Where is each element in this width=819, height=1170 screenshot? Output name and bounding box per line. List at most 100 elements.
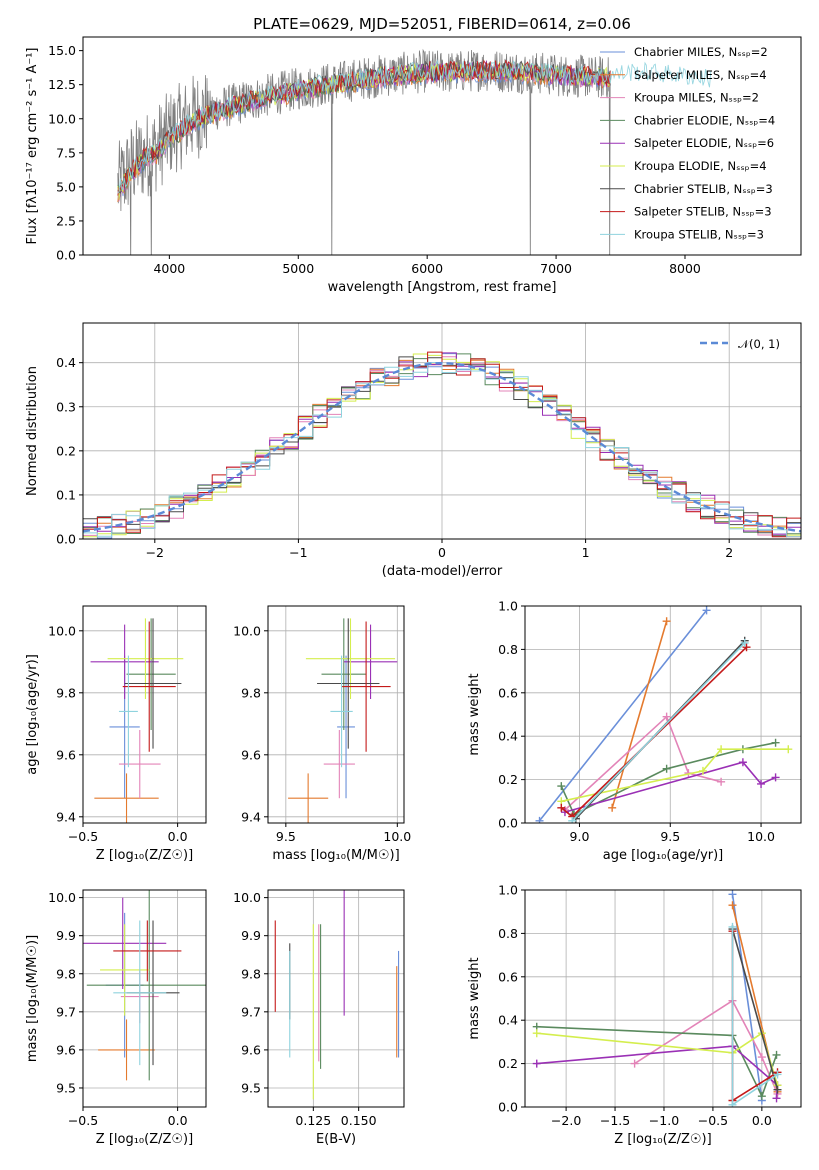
weight-marker-8 <box>728 1100 737 1107</box>
x-tick-label: 7000 <box>540 261 572 276</box>
x-tick-label: 0.0 <box>168 1113 188 1128</box>
model-line-7 <box>117 59 611 196</box>
histogram-step-8 <box>83 362 801 538</box>
x-tick-label: 0 <box>438 545 446 560</box>
y-tick-label: 15.0 <box>48 43 76 58</box>
y-tick-label: 0.2 <box>498 772 518 787</box>
weight-line-7 <box>731 931 778 1102</box>
y-tick-label: 2.5 <box>56 213 76 228</box>
y-tick-label: 9.8 <box>241 966 261 981</box>
y-tick-label: 5.0 <box>56 179 76 194</box>
x-tick-label: 9.5 <box>276 829 296 844</box>
x-tick-label: −0.5 <box>68 1113 98 1128</box>
weight-marker-5 <box>532 1029 541 1038</box>
y-tick-label: 9.6 <box>56 1042 76 1057</box>
y-axis-label: Normed distribution <box>25 366 40 496</box>
histogram-step-7 <box>83 351 801 539</box>
legend-entry: 𝒩(0, 1) <box>738 337 780 351</box>
x-axis-label: mass [log₁₀(M/M☉)] <box>272 848 399 863</box>
y-tick-label: 10.0 <box>233 623 261 638</box>
y-tick-label: 0.0 <box>56 248 76 263</box>
legend-entry: Salpeter STELIB, Nₛₛₚ=3 <box>634 205 772 219</box>
y-tick-label: 10.0 <box>233 890 261 905</box>
x-tick-label: 0.150 <box>341 1113 377 1128</box>
x-tick-label: 0.125 <box>295 1113 331 1128</box>
x-tick-label: −0.5 <box>698 1113 728 1128</box>
x-tick-label: −1.5 <box>600 1113 630 1128</box>
plot-area <box>83 351 801 539</box>
weight-line-2 <box>564 715 722 811</box>
y-tick-label: 1.0 <box>498 599 518 614</box>
plot-area <box>288 618 398 823</box>
y-tick-label: 1.0 <box>498 883 518 898</box>
x-tick-label: −0.5 <box>68 829 98 844</box>
y-tick-label: 9.6 <box>241 1042 261 1057</box>
axes-frame <box>524 605 802 824</box>
y-tick-label: 9.5 <box>241 1080 261 1095</box>
y-axis-label: mass weight <box>467 673 482 755</box>
legend: Chabrier MILES, Nₛₛₚ=2 Salpeter MILES, Nₛ… <box>600 45 775 241</box>
weight-line-4 <box>536 1045 779 1099</box>
weight-marker-8 <box>728 922 737 931</box>
x-axis-label: (data-model)/error <box>382 564 503 579</box>
x-axis-label: age [log₁₀(age/yr)] <box>603 848 724 863</box>
y-tick-label: 0.4 <box>56 355 76 370</box>
weight-marker-4 <box>738 758 747 767</box>
legend-entry: Chabrier STELIB, Nₛₛₚ=3 <box>634 182 773 196</box>
y-tick-label: 0.4 <box>498 729 518 744</box>
axes-frame <box>82 36 802 256</box>
y-tick-label: 0.2 <box>56 443 76 458</box>
axes-frame <box>82 322 802 540</box>
plot-area <box>274 890 400 1100</box>
y-tick-label: 10.0 <box>48 111 76 126</box>
y-tick-label: 0.6 <box>498 969 518 984</box>
y-tick-label: 9.4 <box>241 809 261 824</box>
y-tick-label: 9.4 <box>56 809 76 824</box>
y-tick-label: 9.7 <box>241 1004 261 1019</box>
y-axis-label: Flux [fλ10⁻¹⁷ erg cm⁻² s⁻¹ A⁻¹] <box>25 48 40 245</box>
y-tick-label: 0.1 <box>56 487 76 502</box>
weight-marker-7 <box>557 803 566 812</box>
axes-frame <box>82 889 207 1108</box>
weight-marker-8 <box>568 816 577 823</box>
x-tick-label: 2 <box>725 545 733 560</box>
weight-marker-1 <box>662 617 671 626</box>
y-tick-label: 0.8 <box>498 926 518 941</box>
y-tick-label: 9.6 <box>56 747 76 762</box>
weight-marker-8 <box>740 638 749 647</box>
x-tick-label: 1 <box>582 545 590 560</box>
weight-marker-3 <box>662 764 671 773</box>
y-tick-label: 0.0 <box>56 532 76 547</box>
y-tick-label: 0.8 <box>498 642 518 657</box>
weight-line-8 <box>571 642 746 822</box>
weight-marker-4 <box>757 779 766 788</box>
weight-marker-2 <box>662 712 671 721</box>
weight-marker-3 <box>771 738 780 747</box>
x-axis-label: E(B-V) <box>316 1132 356 1147</box>
weight-marker-8 <box>773 1070 782 1079</box>
panel-residuals: −2 −1 0 1 2 0.0 0.1 0.2 0.3 0.4 (data-model)/error… <box>25 322 802 579</box>
weight-line-4 <box>564 761 776 813</box>
weight-marker-2 <box>717 777 726 786</box>
weight-marker-6 <box>773 1085 782 1094</box>
weight-marker-1 <box>728 901 737 910</box>
x-tick-label: 0.0 <box>168 829 188 844</box>
weight-marker-2 <box>757 1053 766 1062</box>
plot-area <box>83 890 206 1081</box>
x-axis-label: Z [log₁₀(Z/Z☉)] <box>96 848 193 863</box>
y-tick-label: 9.8 <box>56 966 76 981</box>
weight-line-6 <box>731 928 779 1090</box>
y-axis-label: mass weight <box>467 957 482 1039</box>
panel-weight-vs-Z: −2.0 −1.5 −1.0 −0.5 0.0 0.0 0.2 0.4 0.6 0.8 1.0 Z [… <box>467 883 802 1147</box>
weight-line-7 <box>560 646 748 818</box>
y-tick-label: 9.8 <box>241 685 261 700</box>
x-axis-label: Z [log₁₀(Z/Z☉)] <box>614 1132 711 1147</box>
x-tick-label: 9.0 <box>570 829 590 844</box>
y-tick-label: 9.9 <box>241 928 261 943</box>
panel-spectrum: 4000 5000 6000 7000 8000 0.0 2.5 5.0 7.5 10.0 12.5… <box>25 15 802 295</box>
normal-curve <box>83 361 801 533</box>
plot-area <box>535 606 793 823</box>
y-axis-label: mass [log₁₀(M/M☉)] <box>25 935 40 1062</box>
weight-line-1 <box>611 620 668 809</box>
